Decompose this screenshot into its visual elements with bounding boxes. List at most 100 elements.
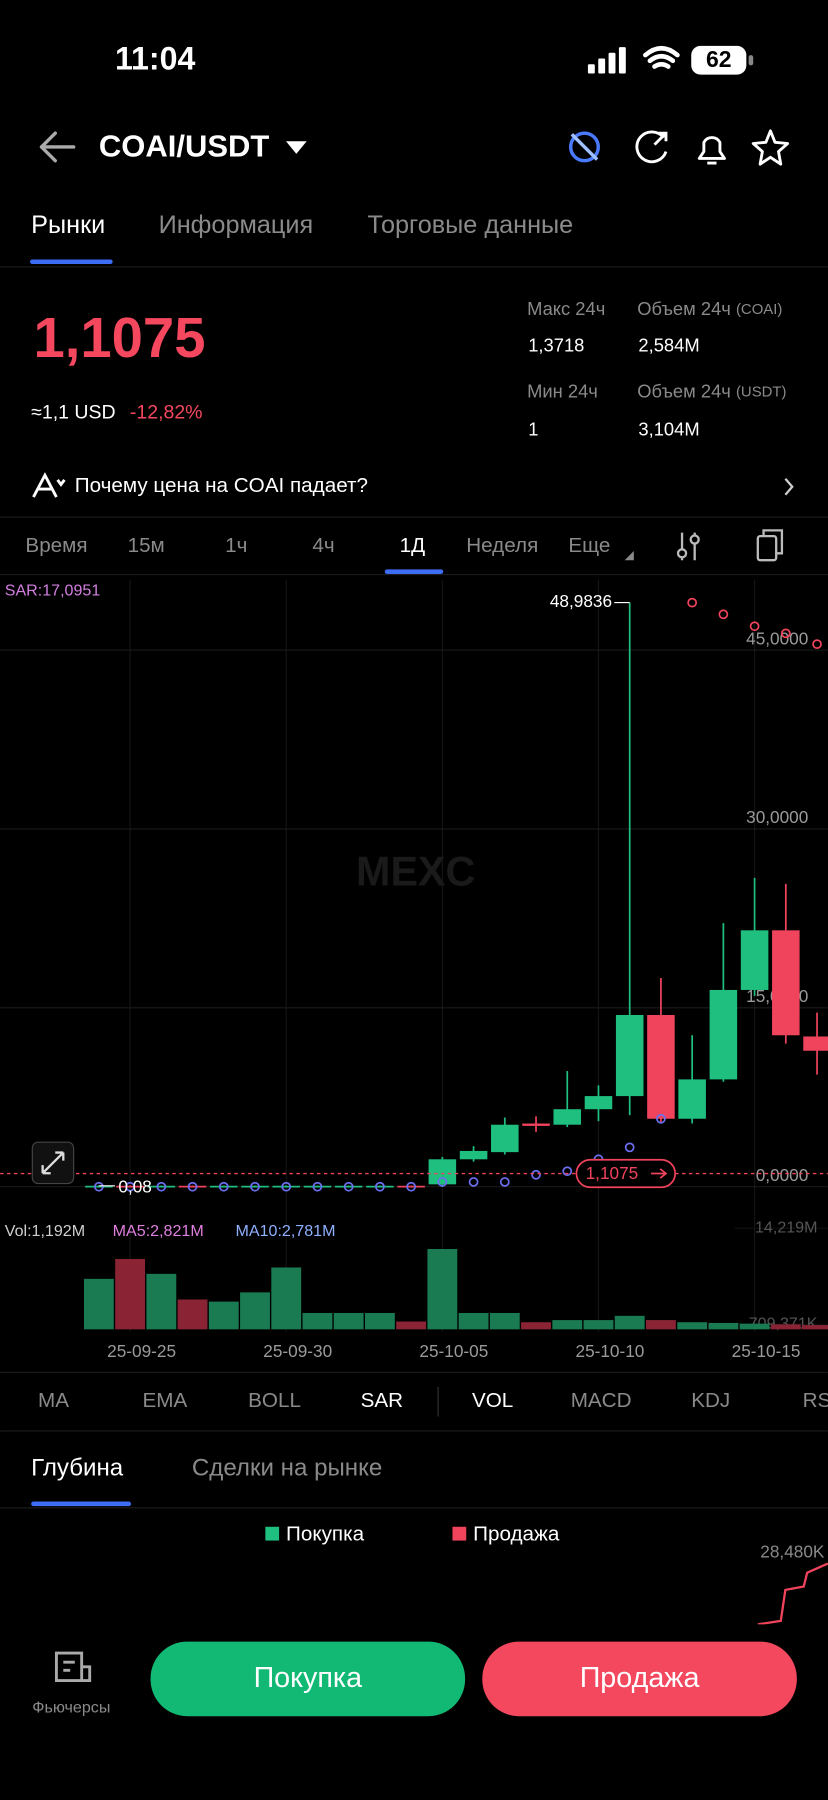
candle-body — [491, 1124, 519, 1153]
candle-body — [116, 1185, 144, 1188]
layout-icon[interactable] — [756, 529, 784, 562]
volume-bar — [770, 1324, 801, 1330]
volume-label: MA5:2,821M — [113, 1222, 204, 1240]
candle-body — [272, 1185, 301, 1188]
volume-bar — [614, 1315, 645, 1330]
volume-tick-label: 14,219M — [755, 1218, 818, 1236]
indicator[interactable]: MA — [38, 1389, 69, 1412]
sar-dot — [624, 1142, 635, 1153]
settings-icon[interactable] — [676, 532, 700, 561]
sar-dot — [406, 1181, 417, 1192]
x-tick-label: 25-10-15 — [732, 1341, 801, 1361]
tab[interactable]: Рынки — [31, 211, 105, 239]
divider — [0, 516, 828, 518]
depth-curve — [757, 1562, 828, 1626]
legend-swatch — [452, 1526, 467, 1541]
interval[interactable]: 4ч — [312, 534, 334, 557]
last-price-label: 1,1075 — [586, 1163, 639, 1183]
interval[interactable]: Неделя — [466, 534, 538, 557]
candle-body — [522, 1123, 550, 1126]
wifi-icon — [643, 45, 680, 69]
interval[interactable]: Время — [25, 534, 87, 557]
futures-icon[interactable] — [54, 1651, 92, 1683]
low-label: 0,08 — [118, 1177, 151, 1197]
candle-body — [366, 1185, 394, 1188]
back-button[interactable] — [39, 131, 76, 163]
candle-body — [85, 1185, 113, 1188]
indicator-active[interactable]: VOL — [472, 1389, 513, 1412]
futures-label[interactable]: Фьючерсы — [32, 1698, 110, 1716]
last-price: 1,1075 — [33, 306, 205, 369]
candle-body — [397, 1185, 425, 1188]
price-chart: 45,000030,000015,00000,0000SAR:17,095148… — [0, 579, 828, 1361]
interval[interactable]: 15м — [128, 534, 165, 557]
legend-label: Продажа — [473, 1522, 560, 1545]
indicator-active[interactable]: SAR — [361, 1389, 403, 1412]
sar-dot — [250, 1181, 260, 1192]
candle-body — [709, 989, 738, 1080]
interval-active[interactable]: 1Д — [400, 534, 425, 557]
volume-bar — [427, 1248, 458, 1330]
pair-dropdown[interactable] — [286, 141, 307, 154]
sar-dot — [343, 1181, 354, 1192]
candle-body — [147, 1185, 176, 1188]
tab[interactable]: Сделки на рынке — [192, 1455, 382, 1482]
expand-button[interactable] — [31, 1141, 75, 1185]
favorite-icon[interactable] — [751, 129, 790, 166]
volume-label: Vol:1,192M — [5, 1222, 85, 1240]
battery-tip — [748, 55, 754, 66]
price-change: -12,82% — [130, 401, 203, 423]
sar-dot — [375, 1181, 385, 1192]
battery-level: 62 — [706, 46, 732, 72]
buy-button[interactable] — [150, 1641, 466, 1717]
indicator[interactable]: MACD — [571, 1389, 632, 1412]
interval[interactable]: Еще — [568, 534, 610, 557]
bell-icon[interactable] — [697, 136, 726, 165]
depth-axis-label: 28,480K — [760, 1542, 825, 1562]
interval[interactable]: 1ч — [225, 534, 247, 557]
share-icon[interactable] — [635, 130, 668, 164]
volume-bar — [708, 1322, 739, 1330]
sar-dot — [125, 1181, 135, 1192]
candle-body — [678, 1079, 706, 1119]
indicator[interactable]: KDJ — [691, 1389, 730, 1412]
candle-body — [210, 1185, 238, 1188]
banner-text[interactable]: Почему цена на COAI падает? — [75, 474, 368, 497]
sar-dot — [281, 1181, 292, 1192]
ai-icon[interactable] — [568, 131, 600, 163]
sar-dot — [499, 1177, 510, 1187]
pair-title[interactable]: COAI/USDT — [99, 128, 269, 163]
last-price-tag — [575, 1158, 677, 1189]
indicator[interactable]: BOLL — [248, 1389, 301, 1412]
buy-label[interactable]: Покупка — [254, 1662, 363, 1694]
volume-bar — [677, 1322, 708, 1330]
volume-bar — [302, 1312, 333, 1330]
tab[interactable]: Глубина — [31, 1455, 124, 1482]
volume-bar — [115, 1258, 146, 1330]
stat-label: Мин 24ч — [527, 380, 598, 401]
candle-body — [428, 1159, 457, 1185]
candle-body — [303, 1185, 332, 1188]
volume-bar — [240, 1292, 270, 1330]
tab[interactable]: Торговые данные — [368, 211, 574, 239]
x-tick-label: 25-10-05 — [419, 1341, 488, 1361]
arrow — [651, 1168, 668, 1179]
stat-unit: (COAI) — [736, 301, 782, 318]
x-tick-label: 25-10-10 — [576, 1341, 645, 1361]
volume-bar — [458, 1312, 489, 1330]
volume-bar — [333, 1312, 364, 1330]
candle-body — [178, 1185, 207, 1188]
tab[interactable]: Информация — [159, 211, 314, 239]
chevron[interactable] — [784, 477, 794, 496]
volume-label: MA10:2,781M — [235, 1222, 335, 1240]
tab-underline — [30, 259, 113, 265]
sell-button[interactable] — [482, 1641, 797, 1717]
volume-bar — [208, 1301, 239, 1330]
sar-dot — [562, 1166, 573, 1177]
sell-label[interactable]: Продажа — [580, 1662, 700, 1694]
divider — [0, 1371, 828, 1373]
indicator[interactable]: RSI — [803, 1389, 828, 1412]
sar-dot — [718, 609, 729, 620]
indicator[interactable]: EMA — [143, 1389, 188, 1412]
